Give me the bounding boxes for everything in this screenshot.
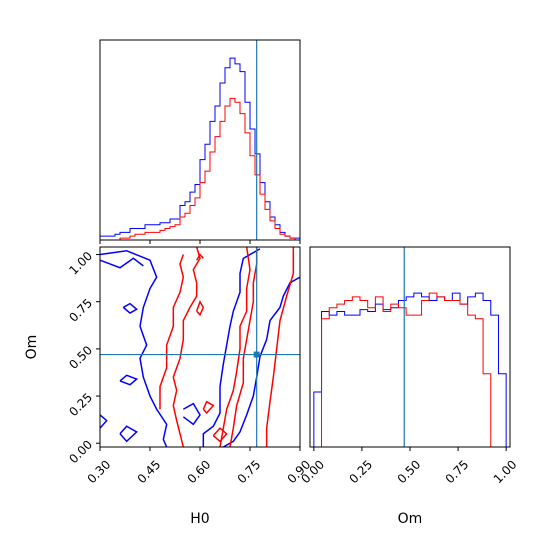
hist-Om-frame xyxy=(309,246,511,448)
contour-series-0-path-6 xyxy=(222,276,300,447)
contour-series-0-path-0 xyxy=(100,249,168,447)
contour-series-1-path-6 xyxy=(202,400,215,415)
hist-Om-marks xyxy=(313,247,507,448)
hist-Om-xticks-label-4: 1.00 xyxy=(491,457,520,486)
hist-Om-series-0-steps xyxy=(313,292,507,447)
contour-series-1-path-7 xyxy=(195,299,205,317)
hist-Om-xticks: 0.00 0.25 0.50 0.75 1.00 xyxy=(298,447,519,486)
hist-Om-panel: 0.00 0.25 0.50 0.75 1.00 xyxy=(298,246,519,486)
contour-series-1-path-3 xyxy=(229,247,258,447)
contour-series-0-path-1 xyxy=(100,257,144,269)
contour-series-0-path-7 xyxy=(202,248,261,447)
contour-yticks-label-0: 0.00 xyxy=(66,437,95,466)
contour-series-1-path-0 xyxy=(172,247,201,447)
contour-series-1-path-1 xyxy=(159,254,185,410)
contour-series-1-path-5 xyxy=(265,247,295,447)
contour-xticks-label-1: 0.45 xyxy=(135,457,164,486)
hist-Om-xticks-label-2: 0.50 xyxy=(395,457,424,486)
contour-xticks-label-3: 0.75 xyxy=(235,457,264,486)
contour-yticks: 0.00 0.25 0.50 0.75 1.00 xyxy=(66,249,100,466)
contour-series-0-path-8 xyxy=(182,402,201,426)
contour-yticks-label-1: 0.25 xyxy=(66,390,95,419)
xlabel-H0: H0 xyxy=(190,511,209,527)
contour-series-0-path-3 xyxy=(119,425,138,443)
contour-series-1-path-2 xyxy=(212,427,228,443)
hist-H0-xticks xyxy=(99,240,301,244)
hist-H0-series-0-steps xyxy=(99,57,301,240)
hist-H0-marks xyxy=(99,57,301,241)
xlabel-Om: Om xyxy=(398,511,423,527)
contour-series-1-path-4 xyxy=(219,247,251,447)
contour-series-1-path-8 xyxy=(196,253,204,261)
contour-frame xyxy=(99,246,301,448)
hist-Om-series-1-steps xyxy=(313,292,507,448)
contour-yticks-label-4: 1.00 xyxy=(66,249,95,278)
contour-xticks-label-0: 0.30 xyxy=(85,457,114,486)
contour-series-0-path-5 xyxy=(122,302,138,314)
hist-H0-panel xyxy=(99,39,301,244)
hist-Om-xticks-label-1: 0.25 xyxy=(346,457,375,486)
ylabel-Om: Om xyxy=(24,335,40,360)
contour-yticks-label-2: 0.50 xyxy=(66,343,95,372)
contour-xticks-label-2: 0.60 xyxy=(185,457,214,486)
contour-series-0-path-2 xyxy=(100,414,108,429)
contour-yticks-label-3: 0.75 xyxy=(66,296,95,325)
contour-panel: 0.30 0.45 0.60 0.75 0.90 0.000.250.500.751.0… xyxy=(66,246,313,486)
contour-marks xyxy=(100,247,300,447)
contour-xticks: 0.30 0.45 0.60 0.75 0.90 xyxy=(85,447,313,486)
hist-Om-xticks-label-3: 0.75 xyxy=(443,457,472,486)
contour-series-0-path-4 xyxy=(119,374,139,386)
truth-marker xyxy=(253,351,260,358)
hist-H0-series-1-steps xyxy=(100,97,300,241)
